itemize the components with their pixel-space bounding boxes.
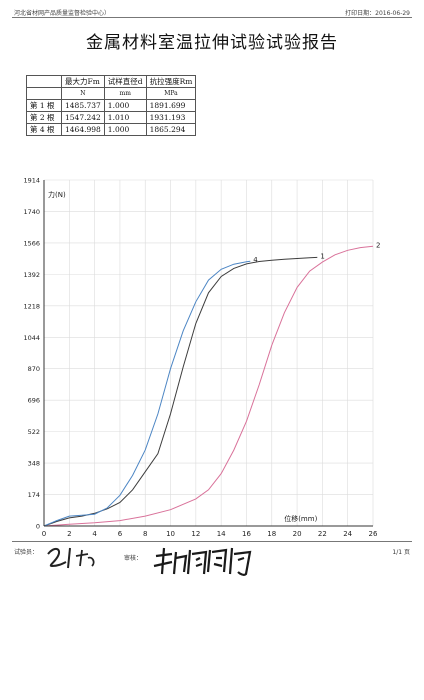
series-label-2: 2 <box>376 241 380 249</box>
x-axis-label: 位移(mm) <box>284 514 317 523</box>
table-cell: 1547.242 <box>61 111 105 124</box>
chart-series: 1 2 4 <box>43 241 380 527</box>
x-tick-label: 10 <box>166 530 175 538</box>
force-displacement-chart: 0 2 4 6 8 10 12 14 16 18 20 22 24 2601743485226968701… <box>23 177 380 539</box>
y-tick-label: 870 <box>28 365 40 373</box>
table-row: 第 1 根 1485.737 1.000 1891.699 <box>26 99 197 112</box>
table-cell: 第 4 根 <box>26 123 62 136</box>
results-table: 最大力Fm 试样直径d 抗拉强度Rm N mm MPa 第 1 根 1485.7… <box>26 75 197 136</box>
report-title: 金属材料室温拉伸试验试验报告 <box>86 33 338 53</box>
tester-signature-icon <box>47 547 95 569</box>
x-tick-label: 22 <box>318 530 327 538</box>
x-tick-label: 16 <box>242 530 251 538</box>
y-tick-label: 1914 <box>23 177 40 185</box>
table-cell: 1865.294 <box>145 123 197 136</box>
table-cell: 1.010 <box>103 111 147 124</box>
x-tick-label: 6 <box>118 530 123 538</box>
chart-frame <box>43 180 373 527</box>
y-tick-label: 1218 <box>23 302 40 310</box>
series-line-1 <box>43 256 318 527</box>
y-axis-label: 力(N) <box>48 190 66 199</box>
y-tick-label: 1740 <box>23 208 40 216</box>
table-header-cell: 抗拉强度Rm <box>145 75 197 88</box>
table-unit-cell: N <box>61 87 105 100</box>
series-label-4: 4 <box>253 256 258 264</box>
x-tick-label: 18 <box>267 530 276 538</box>
table-header-cell: 试样直径d <box>103 75 147 88</box>
x-tick-label: 4 <box>92 530 97 538</box>
table-header-row: 最大力Fm 试样直径d 抗拉强度Rm <box>26 75 197 88</box>
x-tick-label: 24 <box>343 530 352 538</box>
table-header-cell: 最大力Fm <box>61 75 105 88</box>
table-cell: 1891.699 <box>145 99 197 112</box>
series-label-1: 1 <box>320 252 324 260</box>
x-tick-label: 2 <box>67 530 71 538</box>
x-tick-label: 12 <box>191 530 200 538</box>
x-tick-label: 26 <box>369 530 378 538</box>
print-date: 打印日期：2016-06-29 <box>345 8 410 17</box>
y-tick-label: 0 <box>36 523 40 531</box>
y-tick-label: 1566 <box>23 239 40 247</box>
table-unit-cell: MPa <box>145 87 197 100</box>
print-date-value: 2016-06-29 <box>375 10 410 17</box>
reviewer-label: 审核： <box>124 555 143 562</box>
table-row: 第 2 根 1547.242 1.010 1931.193 <box>26 111 197 124</box>
series-line-4 <box>43 260 251 527</box>
chart-grid <box>43 179 374 527</box>
table-cell: 1931.193 <box>145 111 197 124</box>
table-unit-row: N mm MPa <box>26 87 197 100</box>
table-cell: 第 1 根 <box>26 99 62 112</box>
table-cell: 1464.998 <box>61 123 105 136</box>
x-tick-label: 20 <box>293 530 302 538</box>
table-header-cell <box>26 75 62 88</box>
y-tick-label: 522 <box>28 428 40 436</box>
y-tick-label: 1044 <box>23 334 40 342</box>
table-unit-cell: mm <box>103 87 147 100</box>
x-tick-label: 0 <box>42 530 46 538</box>
table-unit-cell <box>26 87 62 100</box>
y-tick-label: 1392 <box>23 271 40 279</box>
series-line-2 <box>43 245 374 527</box>
chart-ticks: 0 2 4 6 8 10 12 14 16 18 20 22 24 2601743485226968701… <box>23 177 378 539</box>
reviewer-signature-icon <box>153 547 252 576</box>
page-number: 1/1 页 <box>392 549 410 556</box>
organization-name: 河北省材网产品质量监督检验中心） <box>14 10 111 17</box>
table-cell: 第 2 根 <box>26 111 62 124</box>
x-tick-label: 8 <box>143 530 147 538</box>
print-date-label: 打印日期： <box>345 10 376 17</box>
table-row: 第 4 根 1464.998 1.000 1865.294 <box>26 123 197 136</box>
y-tick-label: 348 <box>28 460 40 468</box>
table-cell: 1.000 <box>103 123 147 136</box>
table-cell: 1485.737 <box>61 99 105 112</box>
x-tick-label: 14 <box>217 530 226 538</box>
table-cell: 1.000 <box>103 99 147 112</box>
tester-label: 试验员： <box>14 549 39 556</box>
y-tick-label: 174 <box>28 491 40 499</box>
header-rule <box>12 17 412 18</box>
footer-rule <box>12 541 412 542</box>
y-tick-label: 696 <box>28 397 40 405</box>
